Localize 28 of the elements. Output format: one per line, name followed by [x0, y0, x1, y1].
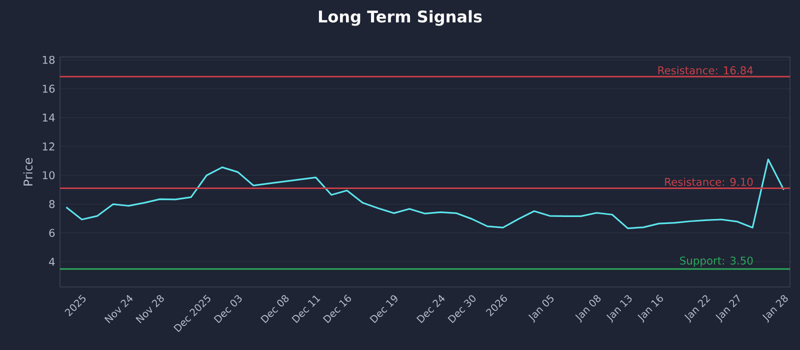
- y-tick-label: 8: [49, 200, 55, 208]
- x-tick-label: Jan 16: [638, 294, 663, 323]
- x-tick-label: Jan 08: [575, 295, 601, 323]
- y-axis-title: Price: [23, 158, 33, 186]
- x-tick-label: Dec 24: [416, 294, 445, 324]
- y-tick-label: 16: [42, 84, 55, 93]
- line-series: [65, 158, 785, 230]
- x-tick-label: Dec 03: [214, 295, 242, 324]
- x-tick-label: Dec 11: [292, 295, 320, 324]
- y-tick-label: 12: [42, 142, 54, 150]
- x-tick-label: Jan 27: [716, 294, 740, 323]
- x-tick-label: Jan 28: [762, 295, 788, 323]
- y-tick-label: 14: [42, 114, 55, 122]
- x-tick-label: Jan 05: [528, 294, 554, 323]
- y-tick-label: 10: [42, 171, 55, 180]
- ref-line-label: Resistance: 16.84: [658, 66, 753, 74]
- x-tick-label: Jan 22: [684, 295, 710, 323]
- x-tick-label: Dec 30: [448, 295, 476, 324]
- y-tick-label: 6: [49, 228, 55, 237]
- x-tick-label: Dec 19: [370, 295, 398, 324]
- ref-line-label: Resistance: 9.10: [665, 178, 753, 186]
- x-tick-label: Dec 08: [260, 295, 289, 324]
- y-tick-label: 18: [42, 56, 55, 64]
- chart-title: Long Term Signals: [318, 10, 482, 26]
- x-tick-label: Jan 13: [606, 295, 632, 323]
- x-tick-label: Dec 16: [322, 294, 351, 324]
- ref-line-label: Support: 3.50: [680, 256, 753, 267]
- y-tick-label: 4: [49, 258, 55, 266]
